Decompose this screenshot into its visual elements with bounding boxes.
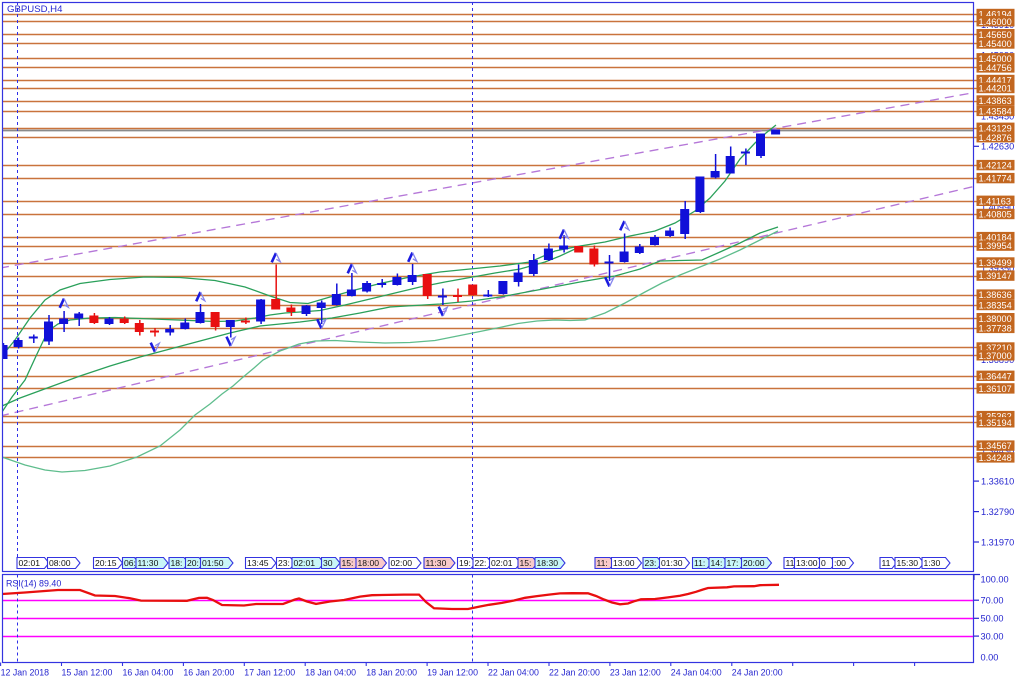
svg-text:19 Jan 12:00: 19 Jan 12:00 <box>427 668 478 678</box>
svg-text:1.43450: 1.43450 <box>981 111 1014 121</box>
svg-text:1.44201: 1.44201 <box>979 84 1012 94</box>
svg-text:02:00: 02:00 <box>391 558 413 568</box>
svg-text:1.34567: 1.34567 <box>979 441 1012 451</box>
svg-text:100.00: 100.00 <box>981 575 1009 585</box>
svg-text:1.39499: 1.39499 <box>979 258 1012 268</box>
svg-text:1.44417: 1.44417 <box>979 76 1012 86</box>
svg-text:1.36447: 1.36447 <box>979 371 1012 381</box>
svg-text:22 Jan 20:00: 22 Jan 20:00 <box>549 668 600 678</box>
svg-text::00: :00 <box>834 558 846 568</box>
svg-text:1.46194: 1.46194 <box>979 10 1012 20</box>
svg-text:23:: 23: <box>278 558 290 568</box>
svg-text:17 Jan 12:00: 17 Jan 12:00 <box>244 668 295 678</box>
svg-text:1.34248: 1.34248 <box>979 453 1012 463</box>
svg-text:1.42876: 1.42876 <box>979 133 1012 143</box>
svg-text:08:00: 08:00 <box>49 558 71 568</box>
svg-text:1.41163: 1.41163 <box>979 196 1012 206</box>
svg-text:20:00: 20:00 <box>743 558 765 568</box>
svg-text:1.37000: 1.37000 <box>979 351 1012 361</box>
svg-text:1.41774: 1.41774 <box>979 174 1012 184</box>
svg-text:1.35362: 1.35362 <box>979 412 1012 422</box>
svg-text:1.34430: 1.34430 <box>981 446 1014 456</box>
svg-text:11:: 11: <box>597 558 608 568</box>
svg-text:1.44756: 1.44756 <box>979 63 1012 73</box>
svg-text:1.35194: 1.35194 <box>979 418 1012 428</box>
svg-text:1.33610: 1.33610 <box>981 477 1014 487</box>
svg-text:18:: 18: <box>171 558 183 568</box>
svg-text:12 Jan 2018: 12 Jan 2018 <box>1 668 50 678</box>
svg-text:02:01: 02:01 <box>491 558 513 568</box>
svg-text:1.31970: 1.31970 <box>981 537 1014 547</box>
svg-text:02:01: 02:01 <box>294 558 316 568</box>
svg-text:1.38354: 1.38354 <box>979 301 1012 311</box>
svg-text:1.32790: 1.32790 <box>981 507 1014 517</box>
svg-text:1.40805: 1.40805 <box>979 210 1012 220</box>
svg-text:1.40990: 1.40990 <box>981 203 1014 213</box>
svg-text:18 Jan 04:00: 18 Jan 04:00 <box>305 668 356 678</box>
svg-text:06:: 06: <box>124 558 136 568</box>
svg-text:1.45000: 1.45000 <box>979 54 1012 64</box>
svg-text:11:3: 11:3 <box>786 558 802 568</box>
svg-text:1.42630: 1.42630 <box>981 142 1014 152</box>
svg-text:1.45400: 1.45400 <box>979 39 1012 49</box>
svg-text:1.46000: 1.46000 <box>979 17 1012 27</box>
svg-text:13:00: 13:00 <box>613 558 635 568</box>
svg-text:24 Jan 04:00: 24 Jan 04:00 <box>671 668 722 678</box>
svg-text:1.40184: 1.40184 <box>979 233 1012 243</box>
svg-text:11:30: 11:30 <box>426 558 447 568</box>
svg-text:GBPUSD,H4: GBPUSD,H4 <box>7 4 63 15</box>
svg-text:14:: 14: <box>711 558 723 568</box>
svg-text:16 Jan 04:00: 16 Jan 04:00 <box>123 668 174 678</box>
svg-text:1.36107: 1.36107 <box>979 384 1012 394</box>
svg-text:11: 11 <box>882 558 891 568</box>
svg-text:15:: 15: <box>520 558 532 568</box>
svg-text:30: 30 <box>323 558 333 568</box>
svg-text:1.45650: 1.45650 <box>979 30 1012 40</box>
svg-text:0: 0 <box>821 558 826 568</box>
svg-text:17:: 17: <box>727 558 739 568</box>
svg-text:22 Jan 04:00: 22 Jan 04:00 <box>488 668 539 678</box>
svg-text:15 Jan 12:00: 15 Jan 12:00 <box>62 668 113 678</box>
svg-text:11:: 11: <box>694 558 705 568</box>
svg-text:22:: 22: <box>475 558 487 568</box>
svg-text:1.43863: 1.43863 <box>979 96 1012 106</box>
svg-text:30.00: 30.00 <box>981 632 1004 642</box>
svg-text:11:30: 11:30 <box>138 558 159 568</box>
svg-text:01:50: 01:50 <box>202 558 224 568</box>
svg-text:23:: 23: <box>645 558 657 568</box>
svg-text:23 Jan 12:00: 23 Jan 12:00 <box>610 668 661 678</box>
svg-text:70.00: 70.00 <box>981 596 1004 606</box>
svg-text:1.39954: 1.39954 <box>979 241 1012 251</box>
svg-text:20:: 20: <box>187 558 199 568</box>
svg-text:1.39147: 1.39147 <box>979 271 1012 281</box>
svg-text:15:30: 15:30 <box>897 558 919 568</box>
svg-text:1.38636: 1.38636 <box>979 290 1012 300</box>
svg-text:50.00: 50.00 <box>981 614 1004 624</box>
svg-text:01:30: 01:30 <box>661 558 683 568</box>
svg-text:0.00: 0.00 <box>981 653 999 663</box>
svg-text:1.38000: 1.38000 <box>979 314 1012 324</box>
svg-text:20:15: 20:15 <box>95 558 117 568</box>
svg-text:24 Jan 20:00: 24 Jan 20:00 <box>732 668 783 678</box>
svg-text:15:: 15: <box>342 558 354 568</box>
svg-text:18:30: 18:30 <box>537 558 559 568</box>
svg-text:1.42124: 1.42124 <box>979 161 1012 171</box>
svg-text:13:45: 13:45 <box>247 558 269 568</box>
svg-text:1:30: 1:30 <box>924 558 941 568</box>
svg-text:1.37738: 1.37738 <box>979 324 1012 334</box>
svg-text:1.43584: 1.43584 <box>979 107 1012 117</box>
svg-text:1.39350: 1.39350 <box>981 264 1014 274</box>
svg-text:02:01: 02:01 <box>19 558 41 568</box>
svg-text:19:: 19: <box>459 558 471 568</box>
svg-text:1.37210: 1.37210 <box>979 343 1012 353</box>
svg-text:1.43129: 1.43129 <box>979 123 1012 133</box>
svg-text:RSI(14) 89.40: RSI(14) 89.40 <box>6 579 61 589</box>
svg-text:13:00: 13:00 <box>796 558 818 568</box>
svg-text:18:00: 18:00 <box>358 558 380 568</box>
svg-text:18 Jan 20:00: 18 Jan 20:00 <box>366 668 417 678</box>
svg-text:16 Jan 20:00: 16 Jan 20:00 <box>183 668 234 678</box>
